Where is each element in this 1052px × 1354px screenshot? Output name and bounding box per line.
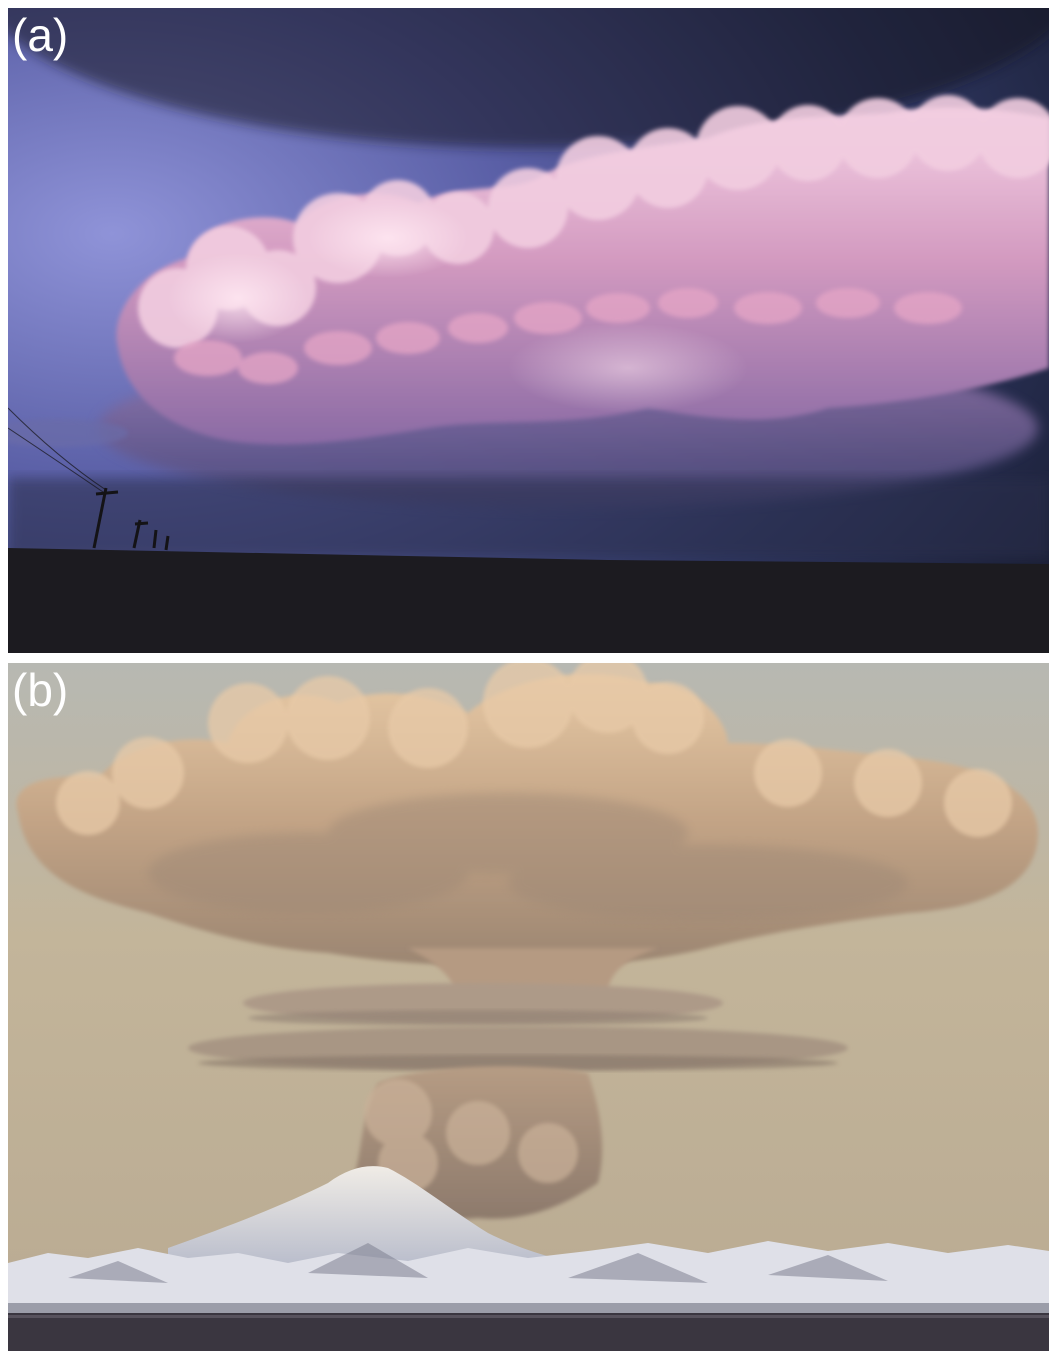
panel-label-b: (b)	[12, 664, 69, 716]
panel-a-thunderstorm-photo: (a)	[8, 8, 1049, 653]
panel-label-a: (a)	[12, 9, 69, 61]
thunderstorm-cloud-image	[8, 8, 1049, 653]
volcanic-plume-image	[8, 663, 1049, 1351]
panel-b-volcanic-plume-photo: (b)	[8, 663, 1049, 1351]
